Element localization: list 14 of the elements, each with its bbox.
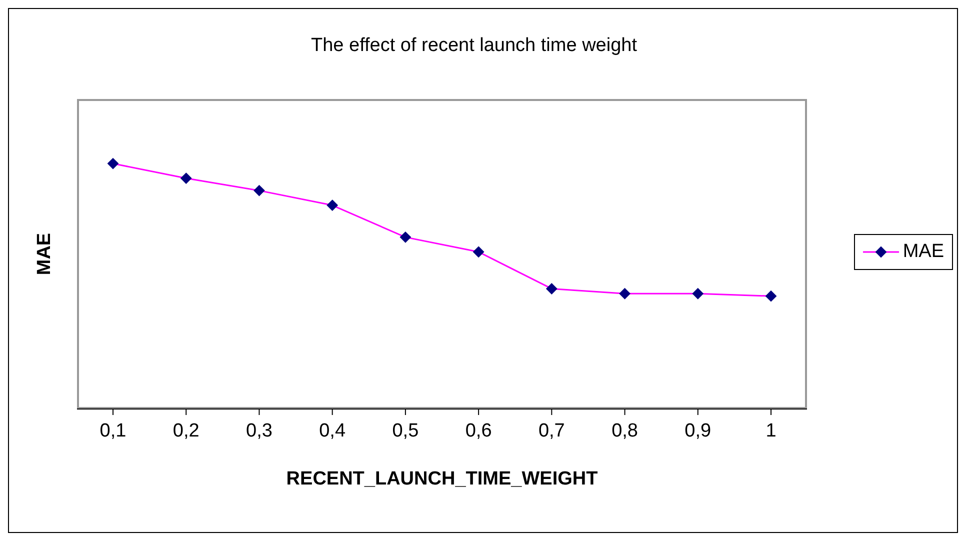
x-tick-label: 0,6 xyxy=(465,420,492,442)
x-tick-label: 0,7 xyxy=(538,420,565,442)
x-tick-label: 0,5 xyxy=(392,420,419,442)
x-tick-label: 1 xyxy=(766,420,776,442)
x-tick-label: 0,4 xyxy=(319,420,346,442)
x-tick-label: 0,9 xyxy=(684,420,712,442)
x-tick-label: 0,3 xyxy=(246,420,272,442)
x-axis-title: RECENT_LAUNCH_TIME_WEIGHT xyxy=(286,468,598,490)
legend-label: MAE xyxy=(902,241,944,263)
x-tick-label: 0,2 xyxy=(172,420,200,442)
x-tick-label: 0,1 xyxy=(100,420,126,442)
chart-title: The effect of recent launch time weight xyxy=(310,35,638,57)
y-axis-title: MAE xyxy=(34,232,56,276)
x-tick-label: 0,8 xyxy=(612,420,638,442)
